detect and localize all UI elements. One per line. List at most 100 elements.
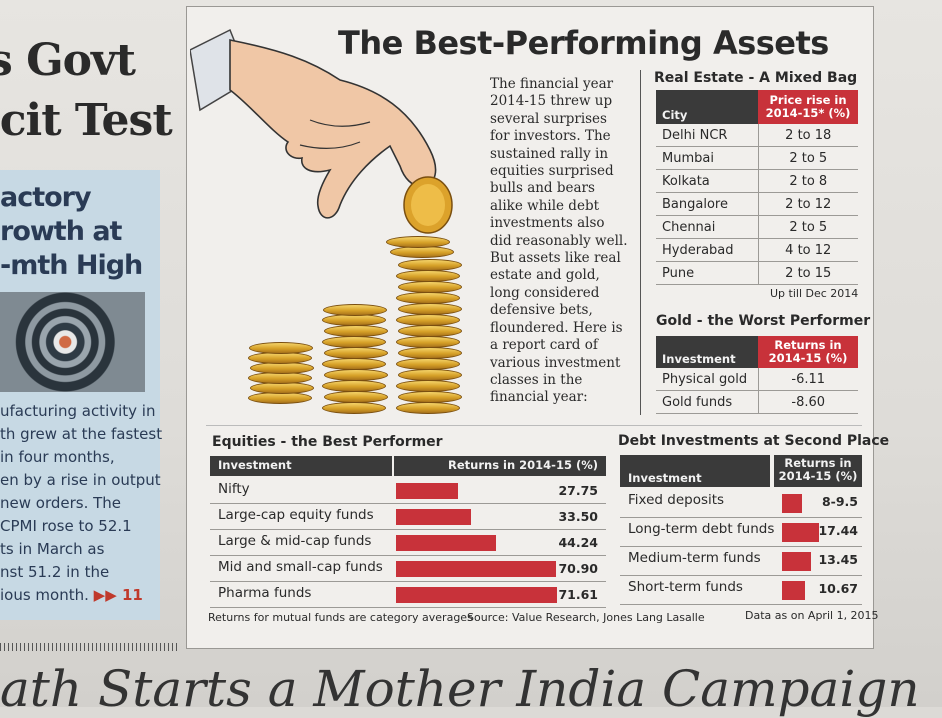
returns-value: 71.61 (558, 587, 598, 602)
left-headline-line1: s Govt (0, 35, 136, 86)
returns-bar (782, 494, 803, 513)
left-news-box (0, 170, 160, 620)
coin (398, 303, 462, 315)
investment-column-header: Investment (210, 456, 392, 476)
real-estate-title: Real Estate - A Mixed Bag (654, 70, 858, 86)
left-subhead-line1: actory (0, 182, 92, 213)
table-row: Pune 2 to 15 (656, 261, 858, 285)
coin (396, 270, 460, 282)
returns-value: 8-9.5 (821, 494, 858, 509)
investment-label: Pharma funds (218, 585, 312, 601)
investment-label: Large & mid-cap funds (218, 533, 372, 549)
data-date-note: Data as on April 1, 2015 (745, 609, 879, 622)
investment-label: Mid and small-cap funds (218, 559, 383, 575)
left-body-line: ious month. ▶▶ 11 (0, 586, 143, 604)
coin (386, 236, 450, 248)
column-divider (640, 70, 641, 415)
investment-label: Nifty (218, 481, 250, 497)
table-header-row: City Price rise in 2014-15* (%) (656, 90, 858, 124)
table-row: Kolkata 2 to 8 (656, 169, 858, 193)
investment-label: Short-term funds (628, 579, 743, 595)
investment-cell: Gold funds (656, 390, 758, 414)
returns-bar (396, 587, 558, 603)
returns-bar (782, 581, 805, 600)
price-rise-cell: 2 to 18 (757, 124, 858, 147)
coin (324, 347, 388, 359)
left-body-line: in four months, (0, 448, 115, 466)
investment-label: Large-cap equity funds (218, 507, 374, 523)
row-divider (210, 581, 606, 582)
table-header-row: Investment Returns in 2014-15 (%) (656, 336, 858, 368)
coin (396, 336, 460, 348)
price-rise-column-header: Price rise in 2014-15* (%) (758, 90, 858, 124)
debt-table: Investment Returns in 2014-15 (%) Fixed … (620, 455, 862, 607)
investment-column-header: Investment (656, 336, 758, 368)
returns-value: 44.24 (558, 535, 598, 550)
footer-note: Returns for mutual funds are category av… (208, 611, 473, 624)
table-row: Mumbai 2 to 5 (656, 146, 858, 170)
returns-value: 17.44 (818, 523, 858, 538)
city-cell: Chennai (656, 215, 758, 239)
city-cell: Pune (656, 261, 758, 285)
divider-dots (0, 643, 180, 651)
city-cell: Bangalore (656, 192, 758, 216)
coin (324, 325, 388, 337)
returns-column-header: Returns in 2014-15 (%) (758, 336, 858, 368)
coin (398, 369, 462, 381)
row-divider (210, 529, 606, 530)
left-body-line: en by a rise in output (0, 471, 161, 489)
coin (396, 314, 460, 326)
table-row: Delhi NCR 2 to 18 (656, 124, 858, 147)
left-body-line: nst 51.2 in the (0, 563, 110, 581)
table-row: Physical gold -6.11 (656, 368, 858, 391)
coin (323, 304, 387, 316)
equities-title: Equities - the Best Performer (212, 434, 443, 450)
equities-table: Investment Returns in 2014-15 (%) Nifty 2… (210, 456, 606, 608)
city-cell: Delhi NCR (656, 124, 758, 147)
table-row: Bangalore 2 to 12 (656, 192, 858, 216)
returns-column-header: Returns in 2014-15 (%) (394, 456, 606, 476)
bottom-headline: ath Starts a Mother India Campaign (0, 660, 920, 718)
returns-bar (782, 552, 811, 571)
left-body-line: ufacturing activity in (0, 402, 156, 420)
returns-cell: -8.60 (757, 390, 858, 414)
coin (396, 402, 460, 414)
coin (324, 391, 388, 403)
hand-illustration (190, 28, 453, 234)
investment-label: Long-term debt funds (628, 521, 775, 537)
intro-text: The financial year 2014-15 threw up seve… (490, 76, 628, 406)
returns-bar (396, 535, 496, 551)
table-row: Gold funds -8.60 (656, 390, 858, 414)
real-estate-note: Up till Dec 2014 (770, 287, 859, 300)
coin (398, 281, 462, 293)
coin (324, 369, 388, 381)
price-rise-cell: 2 to 5 (757, 215, 858, 239)
left-column: s Govt icit Test actory rowth at -mth Hi… (0, 0, 185, 640)
returns-value: 10.67 (818, 581, 858, 596)
returns-bar (782, 523, 820, 542)
row-divider (620, 546, 862, 547)
price-rise-cell: 4 to 12 (757, 238, 858, 262)
left-body-line: ts in March as (0, 540, 105, 558)
page-jump-link[interactable]: ▶▶ 11 (93, 586, 143, 604)
left-body-line: CPMI rose to 52.1 (0, 517, 132, 535)
row-divider (620, 517, 862, 518)
price-rise-cell: 2 to 12 (757, 192, 858, 216)
left-headline-line2: icit Test (0, 95, 173, 146)
infographic-title: The Best-Performing Assets (338, 24, 829, 62)
row-divider (210, 607, 606, 608)
left-news-photo (0, 292, 145, 392)
returns-bar (396, 561, 556, 577)
real-estate-table: City Price rise in 2014-15* (%) Delhi NC… (656, 90, 858, 285)
price-rise-cell: 2 to 5 (757, 146, 858, 170)
city-column-header: City (656, 90, 758, 124)
city-cell: Kolkata (656, 169, 758, 193)
gold-table: Investment Returns in 2014-15 (%) Physic… (656, 336, 858, 414)
coin (396, 380, 460, 392)
row-divider (210, 503, 606, 504)
left-body-last: ious month. (0, 586, 89, 604)
investment-cell: Physical gold (656, 368, 758, 391)
left-subhead-line3: -mth High (0, 250, 143, 281)
investment-column-header: Investment (620, 455, 770, 487)
row-divider (620, 575, 862, 576)
